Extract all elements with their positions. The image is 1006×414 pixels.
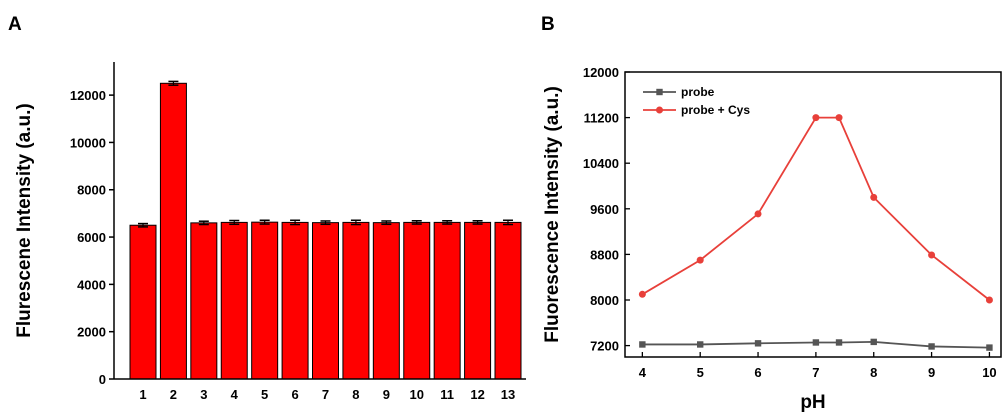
y-tick-label: 6000 [77, 230, 106, 245]
data-point [986, 344, 993, 351]
bar [190, 222, 218, 380]
x-tick-label: 8 [870, 365, 877, 380]
y-tick-label: 9600 [590, 202, 619, 217]
bar [129, 224, 157, 380]
y-tick-label: 12000 [583, 65, 619, 80]
bar [433, 221, 461, 380]
x-tick-label: 2 [170, 387, 177, 402]
legend-marker [656, 88, 663, 96]
x-tick-label: 10 [982, 365, 996, 380]
bar [220, 221, 248, 380]
x-tick-label: 4 [639, 365, 647, 380]
y-tick-label: 8000 [77, 183, 106, 198]
series-line [642, 340, 990, 349]
y-tick-label: 8000 [590, 293, 619, 308]
data-point [697, 341, 704, 348]
x-tick-label: 7 [322, 387, 329, 402]
x-tick-label: 8 [352, 387, 359, 402]
plot-frame [624, 71, 1002, 358]
data-point [928, 343, 935, 350]
x-tick-label: 13 [501, 387, 515, 402]
data-point [835, 339, 843, 346]
panel-label-a: A [8, 14, 22, 35]
x-tick-label: 9 [383, 387, 390, 402]
panel-label-b: B [541, 14, 555, 35]
series-group [638, 114, 993, 351]
x-tick-label: 4 [231, 387, 239, 402]
x-tick-label: 7 [812, 365, 819, 380]
y-tick-label: 4000 [77, 277, 106, 292]
y-tick-label: 10400 [583, 156, 619, 171]
data-point [870, 338, 877, 346]
bar [312, 222, 339, 380]
x-tick-label: 3 [200, 387, 207, 402]
x-axis-title: pH [800, 392, 825, 413]
x-tick-label: 12 [470, 387, 484, 402]
y-axis-title: Flurescene Intensity (a.u.) [14, 103, 35, 337]
line-chart-panel: B Fluorescence Intensity (a.u.) pH 4 5 6 7 8… [541, 14, 1002, 413]
series-2 [638, 114, 993, 304]
y-tick-label: 12000 [70, 88, 106, 103]
data-point [870, 193, 878, 201]
data-point [754, 340, 762, 347]
bar [159, 82, 187, 380]
bar [251, 221, 279, 380]
data-point [835, 114, 843, 122]
series-1 [639, 338, 993, 351]
bars-group [129, 80, 522, 380]
legend-label: probe [681, 85, 715, 99]
y-tick-label: 0 [99, 372, 106, 387]
axes: 4 5 6 7 8 9 10 7200 8000 8800 9600 10400 11200 12000 [583, 65, 1002, 380]
y-tick-label: 10000 [70, 135, 106, 150]
data-point [985, 296, 993, 304]
data-point [696, 256, 704, 264]
y-tick-label: 7200 [590, 339, 619, 354]
legend-marker [656, 106, 663, 114]
y-tick-label: 11200 [584, 111, 619, 126]
x-tick-label: 1 [139, 387, 146, 402]
legend: probe probe + Cys [643, 85, 750, 117]
x-tick-label: 11 [440, 387, 454, 402]
bar [342, 221, 370, 380]
x-tick-label: 5 [261, 387, 268, 402]
y-axis-title: Fluorescence Intensity (a.u.) [542, 86, 563, 343]
bar [464, 221, 492, 380]
y-tick-label: 8800 [590, 247, 619, 262]
x-tick-label: 6 [754, 365, 761, 380]
x-tick-label: 5 [697, 365, 704, 380]
x-tick-label: 9 [928, 365, 935, 380]
data-point [639, 341, 646, 348]
data-point [812, 114, 820, 122]
x-tick-label: 10 [410, 387, 424, 402]
data-point [928, 251, 936, 259]
y-tick-label: 2000 [77, 325, 106, 340]
axes: 1 2 3 4 5 6 7 8 9 10 11 12 1302000400060008000100001… [70, 62, 526, 402]
bar [372, 222, 400, 380]
data-point [754, 210, 762, 218]
x-tick-label: 6 [291, 387, 298, 402]
data-point [812, 339, 820, 346]
data-point [638, 290, 646, 298]
bar [281, 221, 309, 380]
series-line [641, 116, 990, 301]
bar [403, 221, 431, 380]
legend-label: probe + Cys [681, 103, 750, 117]
bar [494, 221, 522, 380]
